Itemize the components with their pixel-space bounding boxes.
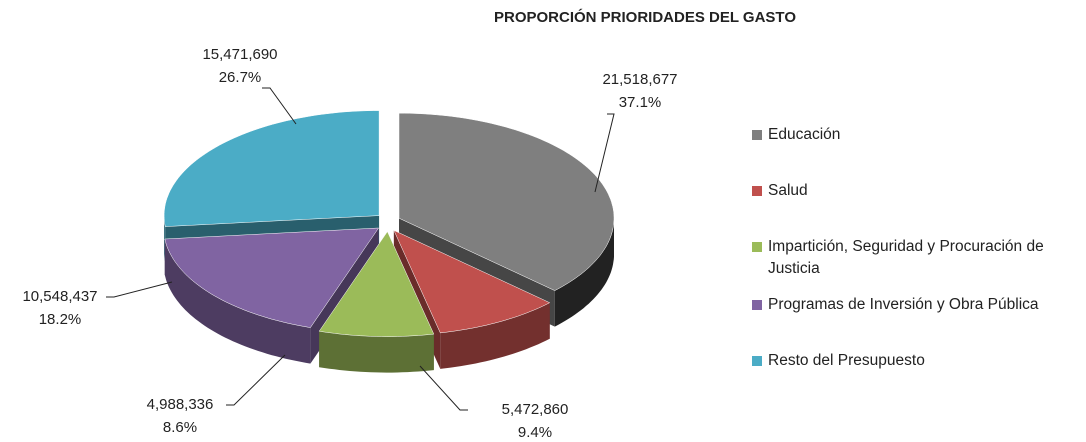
legend-swatch xyxy=(752,186,762,196)
legend-label: Educación xyxy=(768,126,841,143)
slice xyxy=(164,227,380,328)
legend-item: Programas de Inversión y Obra Pública xyxy=(752,294,1086,316)
leader-line xyxy=(226,354,286,406)
legend-swatch xyxy=(752,130,762,140)
legend-item: Impartición, Seguridad y Procuración de … xyxy=(752,236,1086,280)
legend-swatch xyxy=(752,242,762,252)
slice-wall xyxy=(164,239,311,364)
percent-label: 26.7% xyxy=(219,69,262,86)
data-label: 15,471,690 xyxy=(202,46,277,63)
slice-wall xyxy=(319,331,434,373)
legend-item: Educación xyxy=(752,124,1086,146)
slice xyxy=(398,112,615,291)
leader-line xyxy=(262,87,297,125)
legend-swatch xyxy=(752,356,762,366)
leader-line xyxy=(419,365,468,411)
percent-label: 8.6% xyxy=(163,419,197,436)
legend-label: Programas de Inversión y Obra Pública xyxy=(768,296,1039,313)
chart-title: PROPORCIÓN PRIORIDADES DEL GASTO xyxy=(494,8,796,26)
percent-label: 18.2% xyxy=(39,311,82,328)
slice xyxy=(393,229,551,334)
data-label: 5,472,860 xyxy=(502,401,569,418)
legend-item: Resto del Presupuesto xyxy=(752,350,1086,372)
percent-label: 37.1% xyxy=(619,94,662,111)
slice-wall xyxy=(440,302,550,369)
slice xyxy=(318,231,435,337)
data-label: 10,548,437 xyxy=(22,288,97,305)
legend-label: Impartición, Seguridad y Procuración de … xyxy=(768,238,1044,277)
legend-label: Resto del Presupuesto xyxy=(768,352,925,369)
slice-wall xyxy=(554,218,614,327)
leader-line xyxy=(106,281,173,298)
slice xyxy=(163,110,380,227)
data-label: 4,988,336 xyxy=(147,396,214,413)
legend-swatch xyxy=(752,300,762,310)
data-label: 21,518,677 xyxy=(602,71,677,88)
leader-line xyxy=(594,113,615,193)
legend-item: Salud xyxy=(752,180,1086,202)
legend-label: Salud xyxy=(768,182,808,199)
percent-label: 9.4% xyxy=(518,424,552,441)
